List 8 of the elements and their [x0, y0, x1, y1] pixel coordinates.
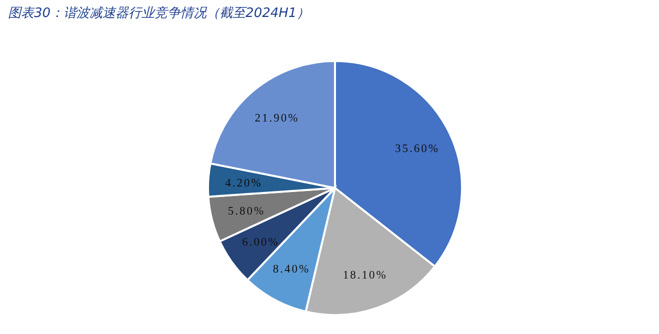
data-label: 18.10% [342, 269, 388, 282]
data-label: 35.60% [395, 143, 440, 156]
data-label: 8.40% [272, 263, 310, 276]
chart-title: 图表30：谐波减速器行业竞争情况（截至2024H1） [8, 6, 310, 21]
data-label: 21.90% [254, 112, 300, 124]
data-label: 5.80% [228, 206, 266, 218]
data-label: 6.00% [242, 236, 280, 248]
data-label: 4.20% [225, 177, 262, 190]
